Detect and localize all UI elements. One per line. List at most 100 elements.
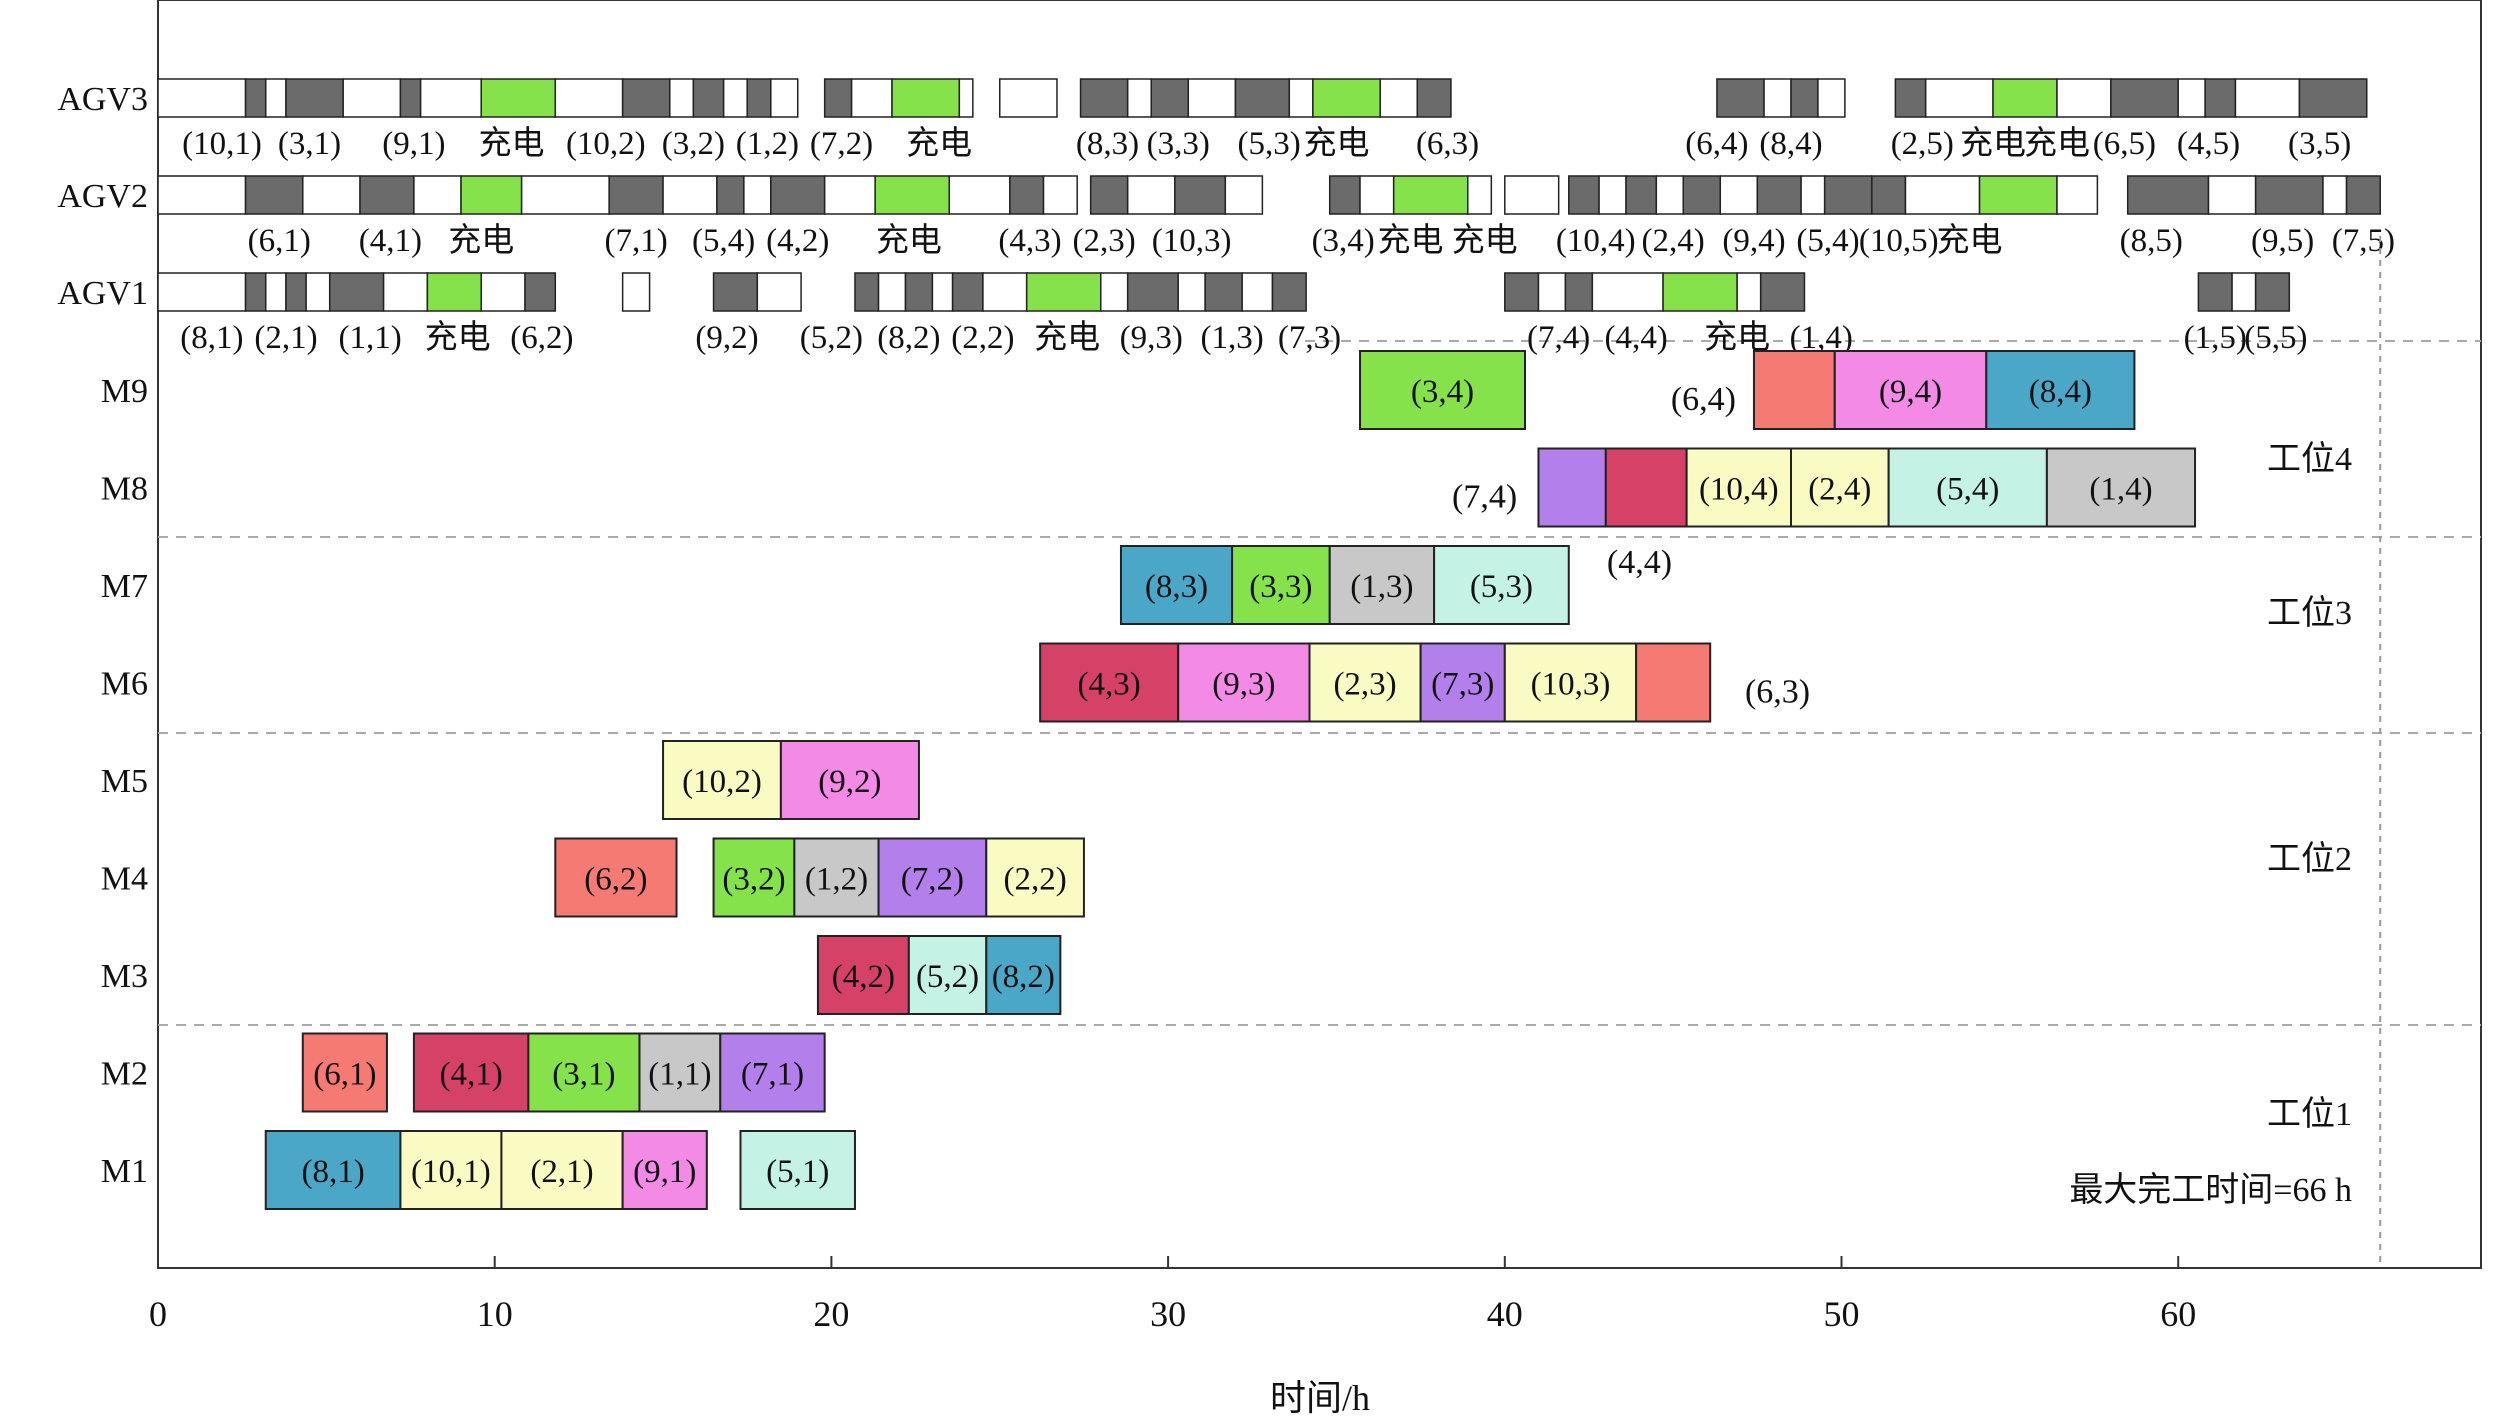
zone-label: 工位2: [2267, 840, 2352, 878]
agv-task-label: (5,5): [2244, 320, 2307, 356]
task-label: (2,2): [1003, 862, 1066, 898]
agv-segment-white: [770, 78, 799, 118]
zone-label: 工位1: [2267, 1095, 2352, 1133]
agv-segment-white: [1126, 78, 1153, 118]
row-label: AGV3: [57, 81, 148, 118]
agv-task-label: (3,2): [662, 126, 725, 162]
agv-segment-dark: [1150, 78, 1190, 118]
task-label: (9,2): [818, 764, 881, 800]
task-bar: [739, 1130, 856, 1210]
task-label: (2,4): [1808, 472, 1871, 508]
machine-row-m8: M8 (10,4) (2,4) (5,4) (1,4) (7,4): [101, 447, 2197, 528]
agv-task-label: 充电: [425, 319, 491, 356]
agv-segment-white: [554, 78, 624, 118]
agv-task-label: (6,2): [510, 320, 573, 356]
agv-task-label: (1,5): [2184, 320, 2247, 356]
row-label: M2: [101, 1056, 148, 1093]
agv-segment-charge: [1992, 78, 2058, 118]
agv-segment-dark: [2197, 272, 2233, 312]
agv-segment-white: [743, 175, 772, 215]
agv-segment-dark: [2126, 175, 2210, 215]
agv-segment-dark: [823, 78, 853, 118]
agv-segment-white: [1187, 78, 1237, 118]
agv-task-label: (5,2): [800, 320, 863, 356]
agv-segment-white: [756, 272, 802, 312]
agv-task-label: (9,5): [2251, 223, 2314, 259]
task-label: (10,3): [1531, 667, 1611, 703]
agv-segment-white: [948, 175, 1011, 215]
agv-segment-white: [1904, 175, 1981, 215]
task-label: (7,3): [1431, 667, 1494, 703]
agv-segment-dark: [716, 175, 745, 215]
agv-segment-dark: [621, 78, 671, 118]
agv-segment-charge: [460, 175, 523, 215]
agv-segment-dark: [1271, 272, 1307, 312]
task-bar: [719, 1032, 826, 1113]
task-label: (2,1): [530, 1154, 593, 1190]
zone-dividers: 工位4 工位3 工位2 工位1: [158, 340, 2481, 1133]
task-bar: [554, 837, 678, 918]
agv-row-agv2: AGV2 (6,1) (4,1) 充电 (7,1) (5,4) (4,2) 充电 (4,3) (2…: [57, 175, 2395, 259]
agv-segment-white: [382, 272, 429, 312]
agv-segment-charge: [1978, 175, 2058, 215]
task-label: (3,2): [722, 862, 785, 898]
agv-task-label: 充电: [448, 222, 514, 259]
agv-task-label: (4,3): [998, 223, 1061, 259]
task-label: (10,1): [411, 1154, 491, 1190]
agv-segment-charge: [874, 175, 950, 215]
agv-task-label: 充电: [1704, 319, 1770, 356]
agv-segment-white: [931, 272, 954, 312]
agv-task-label: 充电: [1960, 125, 2026, 162]
agv-segment-dark: [1871, 175, 1907, 215]
x-tick-label: 60: [2160, 1294, 2196, 1334]
task-bar: [1359, 350, 1527, 430]
agv-segment-white: [342, 78, 402, 118]
task-bar: [412, 1032, 530, 1113]
agv-segment-white: [1924, 78, 1994, 118]
agv-segment-dark: [1174, 175, 1227, 215]
row-label: M3: [101, 958, 148, 995]
row-label: M7: [101, 568, 148, 605]
agv-task-label: (6,1): [248, 223, 311, 259]
agv-task-label: (7,3): [1278, 320, 1341, 356]
agv-segment-white: [1655, 175, 1685, 215]
agv-task-label: (9,1): [382, 126, 445, 162]
agv-segment-white: [520, 175, 610, 215]
agv-segment-white: [264, 78, 287, 118]
agv-segment-dark: [1568, 175, 1600, 215]
agv-segment-dark: [1790, 78, 1819, 118]
agv-task-label: (3,5): [2288, 126, 2351, 162]
agv-segment-dark: [2254, 272, 2291, 312]
agv-segment-white: [1359, 175, 1395, 215]
agv-task-label: (9,2): [695, 320, 758, 356]
machine-row-m6: M6 (4,3) (9,3) (2,3) (7,3) (10,3) (6,3): [101, 642, 1810, 723]
machine-row-m2: M2 (6,1) (4,1) (3,1) (1,1) (7,1): [101, 1032, 826, 1113]
machine-row-m3: M3 (4,2) (5,2) (8,2): [101, 935, 1062, 1015]
agv-segment-white: [2234, 78, 2301, 118]
agv-task-label: (10,3): [1152, 223, 1232, 259]
row-label: M5: [101, 763, 148, 800]
agv-segment-dark: [244, 272, 267, 312]
agv-task-label: (6,5): [2093, 126, 2156, 162]
task-outside-label: (7,4): [1452, 479, 1517, 516]
x-tick-label: 10: [477, 1294, 513, 1334]
task-bar: [1503, 642, 1638, 723]
task-label: (3,1): [552, 1057, 615, 1093]
zone-label: 工位4: [2267, 440, 2352, 478]
task-outside-label: (4,4): [1607, 544, 1672, 581]
agv-task-label: (8,1): [180, 320, 243, 356]
agv-segment-white: [480, 272, 526, 312]
agv-segment-dark: [1126, 272, 1179, 312]
agv-task-label: (4,4): [1604, 320, 1667, 356]
agv-segment-white: [413, 175, 462, 215]
task-label: (2,3): [1333, 667, 1396, 703]
agv-segment-dark: [2110, 78, 2179, 118]
agv-task-label: 充电: [1378, 222, 1444, 259]
task-label: (5,3): [1470, 569, 1533, 605]
agv-segment-dark: [1682, 175, 1722, 215]
agv-segment-white: [1504, 175, 1560, 215]
agv-task-label: (8,3): [1076, 126, 1139, 162]
task-bar: [2045, 447, 2197, 528]
agv-segment-white: [1241, 272, 1274, 312]
agv-segment-dark: [1716, 78, 1765, 118]
